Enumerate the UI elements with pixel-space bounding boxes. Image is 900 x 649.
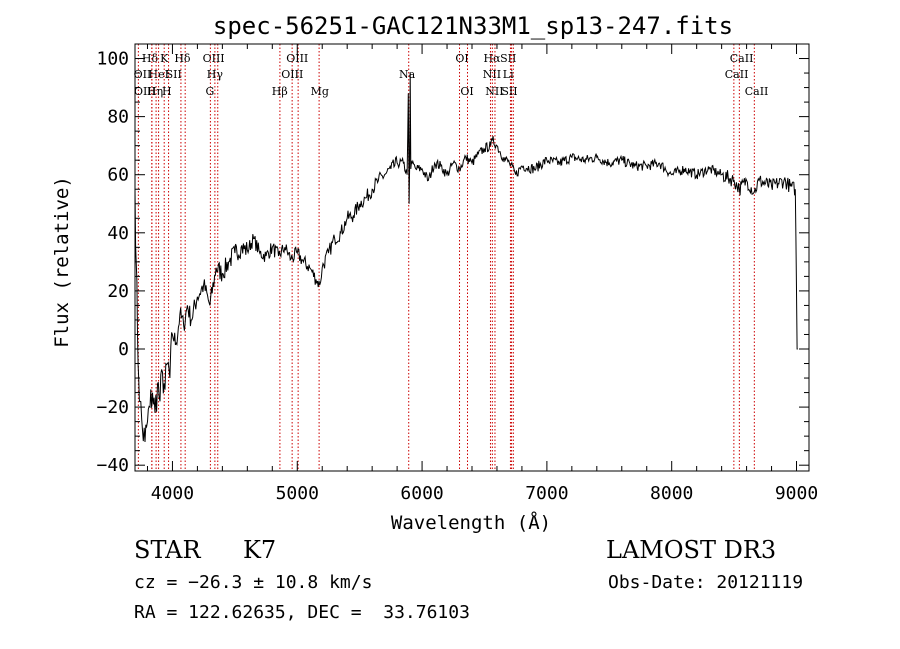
chart-title: spec-56251-GAC121N33M1_sp13-247.fits: [213, 12, 733, 40]
line-marker-label-3: OIII: [134, 85, 156, 98]
line-marker-label-27: CaII: [745, 85, 769, 98]
spectrum-line-0: [134, 72, 798, 443]
y-tick-label-3: 20: [107, 281, 129, 302]
line-marker-label-26: CaII: [725, 68, 749, 81]
line-marker-label-1: OII: [134, 68, 152, 81]
y-tick-label-4: 40: [107, 223, 129, 244]
line-marker-label-10: Hγ: [207, 68, 224, 81]
x-tick-label-4: 8000: [650, 483, 693, 504]
y-tick-label-7: 100: [96, 49, 129, 70]
y-tick-label-6: 80: [107, 107, 129, 128]
line-marker-label-6: H: [162, 85, 172, 98]
x-tick-label-1: 5000: [276, 483, 319, 504]
line-marker-label-17: OI: [455, 52, 468, 65]
line-marker-label-21: NII: [485, 85, 503, 98]
line-marker-label-9: OIII: [203, 52, 225, 65]
y-tick-label-5: 60: [107, 165, 129, 186]
line-marker-label-11: G: [205, 85, 214, 98]
line-marker-label-12: Hβ: [272, 85, 288, 98]
line-marker-label-2: HeI: [148, 68, 168, 81]
x-tick-label-5: 9000: [775, 483, 818, 504]
line-marker-label-14: OIII: [286, 52, 308, 65]
x-axis-label: Wavelength (Å): [391, 511, 551, 534]
object-subclass: K7: [243, 536, 277, 564]
y-tick-label-1: −20: [96, 397, 129, 418]
y-tick-label-0: −40: [96, 455, 129, 476]
plot-frame: [134, 43, 810, 472]
x-tick-label-0: 4000: [151, 483, 194, 504]
line-marker-label-22: SII: [500, 52, 516, 65]
line-marker-label-15: Mg: [311, 85, 329, 98]
line-marker-label-18: OI: [460, 85, 473, 98]
line-marker-label-8: Hδ: [174, 52, 191, 65]
line-marker-label-7: SII: [166, 68, 182, 81]
line-marker-label-24: SII: [501, 85, 517, 98]
line-marker-label-5: K: [160, 52, 169, 65]
survey-name: LAMOST DR3: [606, 536, 777, 564]
redshift-readout: cz = −26.3 ± 10.8 km/s: [134, 572, 373, 593]
line-marker-label-19: Hα: [483, 52, 501, 65]
line-marker-label-16: Na: [399, 68, 416, 81]
x-tick-label-3: 7000: [525, 483, 568, 504]
line-marker-label-20: NII: [483, 68, 501, 81]
line-marker-label-23: Li: [503, 68, 514, 81]
x-tick-label-2: 6000: [400, 483, 443, 504]
line-marker-label-4: Hη: [147, 85, 163, 98]
object-class: STAR: [134, 536, 201, 564]
y-axis-label: Flux (relative): [51, 176, 73, 348]
y-tick-label-2: 0: [118, 339, 129, 360]
line-marker-label-0: Hδ: [142, 52, 159, 65]
line-marker-label-13: OIII: [281, 68, 303, 81]
observation-date: Obs-Date: 20121119: [608, 572, 804, 593]
spectrum-series: [134, 72, 798, 443]
line-marker-label-25: CaII: [730, 52, 754, 65]
axis-ticks: 4000 5000 6000 7000 8000 9000 −40 −20 0 20 40 60 80 1…: [96, 43, 818, 504]
coordinates-readout: RA = 122.62635, DEC = 33.76103: [134, 602, 470, 623]
